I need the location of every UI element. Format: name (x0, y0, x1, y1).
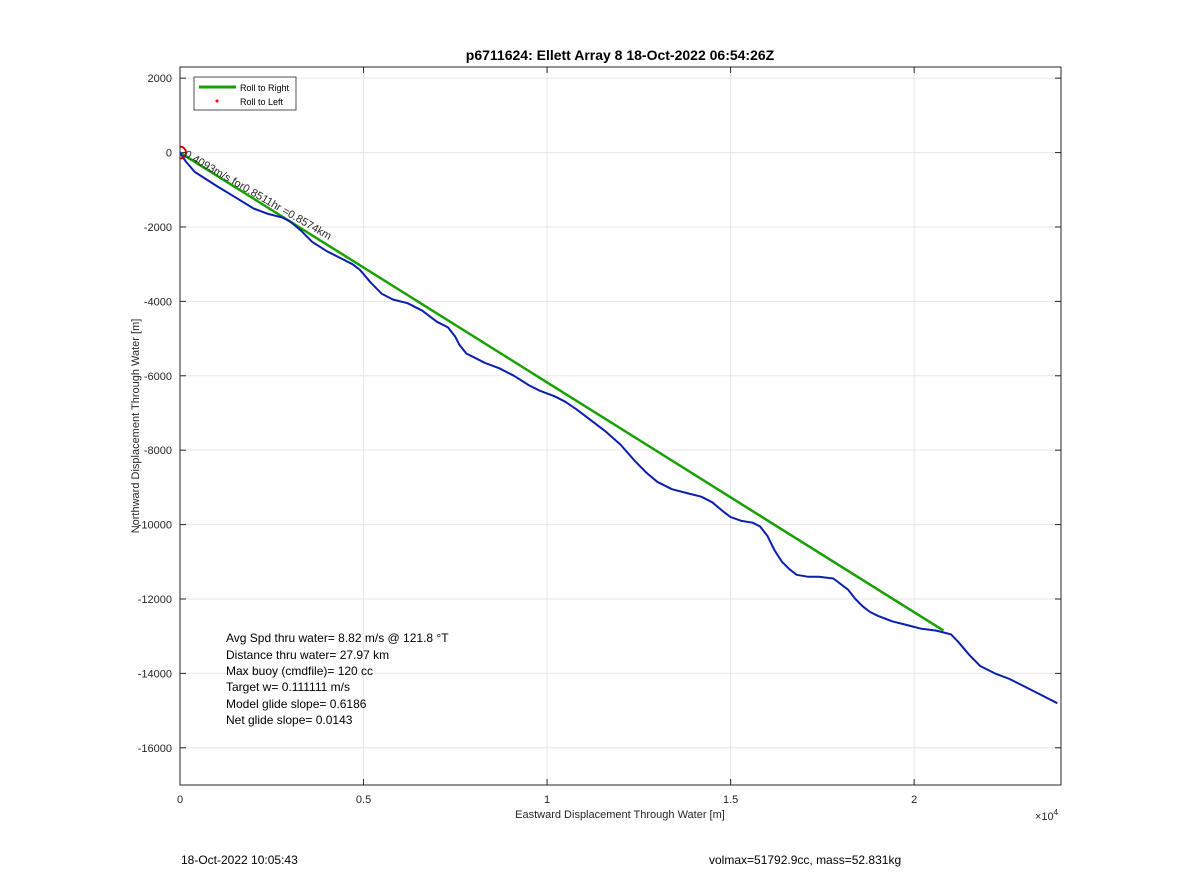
series-line-track (180, 152, 1058, 705)
legend-label-roll-left: Roll to Left (240, 97, 284, 107)
footer-volmax-mass: volmax=51792.9cc, mass=52.831kg (709, 853, 901, 867)
series-line-roll-to-right (180, 151, 945, 632)
grid (179, 67, 1061, 785)
y-tick-label: 0 (166, 148, 172, 160)
x-tick-label: 2 (911, 794, 917, 806)
series-layer: 0.4093m/s for0.8511hr =0.8574km (180, 145, 1058, 705)
y-tick-label: -10000 (138, 520, 172, 532)
legend: Roll to Right Roll to Left (193, 76, 297, 111)
y-tick-label: -4000 (144, 296, 172, 308)
x-tick-label: 1.5 (723, 794, 738, 806)
stat-target-w: Target w= 0.111111 m/s (226, 680, 350, 694)
legend-label-roll-right: Roll to Right (240, 83, 290, 93)
stat-model-glide-slope: Model glide slope= 0.6186 (226, 697, 367, 711)
x-axis-exponent: ×104 (1035, 808, 1059, 823)
y-tick-label: -14000 (138, 668, 172, 680)
stats-block: Avg Spd thru water= 8.82 m/s @ 121.8 °T … (226, 631, 449, 727)
y-axis-label: Northward Displacement Through Water [m] (130, 319, 142, 534)
x-axis-label: Eastward Displacement Through Water [m] (515, 809, 725, 821)
x-tick-label: 0.5 (356, 794, 371, 806)
y-tick-label: -6000 (144, 371, 172, 383)
start-marker (180, 145, 187, 160)
axis-ticks: 0 0.5 1 1.5 2 2000 0 -2000 -4000 -6000 -8000 -10000… (138, 67, 1061, 806)
stat-avg-speed: Avg Spd thru water= 8.82 m/s @ 121.8 °T (226, 631, 449, 645)
chart-title: p6711624: Ellett Array 8 18-Oct-2022 06:… (466, 47, 775, 63)
segment-annotation: 0.4093m/s for0.8511hr =0.8574km (182, 148, 333, 242)
legend-swatch-roll-left (215, 99, 219, 103)
legend-box (193, 76, 297, 111)
stat-max-buoy: Max buoy (cmdfile)= 120 cc (226, 664, 373, 678)
plot-area-frame (179, 66, 1062, 786)
x-tick-label: 0 (177, 794, 183, 806)
y-tick-label: -8000 (144, 445, 172, 457)
y-tick-label: -12000 (138, 594, 172, 606)
footer-timestamp: 18-Oct-2022 10:05:43 (181, 853, 298, 867)
y-tick-label: -16000 (138, 743, 172, 755)
stat-distance: Distance thru water= 27.97 km (226, 648, 389, 662)
series-group: 0.4093m/s for0.8511hr =0.8574km (180, 145, 1058, 705)
y-tick-label: -2000 (144, 222, 172, 234)
y-tick-label: 2000 (148, 73, 172, 85)
stat-net-glide-slope: Net glide slope= 0.0143 (226, 713, 353, 727)
x-tick-label: 1 (544, 794, 550, 806)
